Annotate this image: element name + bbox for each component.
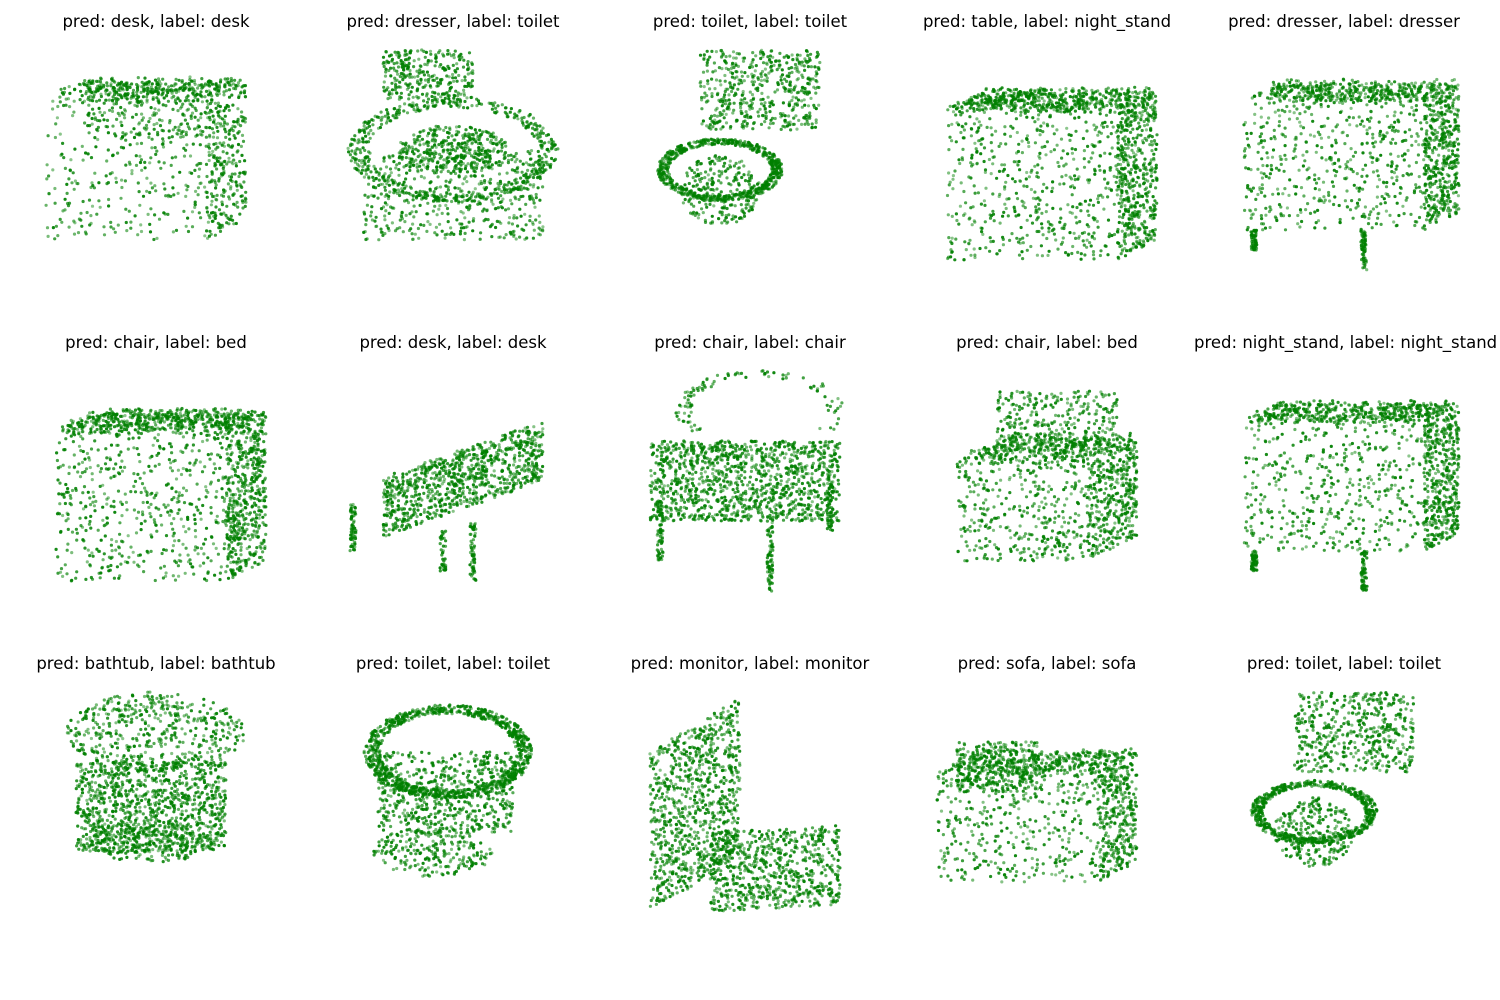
point-cloud-sofa <box>935 740 1139 884</box>
subplot-title: pred: toilet, label: toilet <box>1194 654 1494 673</box>
subplot-title: pred: toilet, label: toilet <box>303 654 603 673</box>
subplot-panel: pred: toilet, label: toilet <box>600 0 900 320</box>
point-cloud-monitor <box>648 699 842 913</box>
subplot-panel: pred: dresser, label: dresser <box>1194 0 1494 320</box>
subplot-title: pred: night_stand, label: night_stand <box>1194 333 1497 352</box>
point-cloud-box_legs <box>1242 398 1461 592</box>
subplot-panel: pred: table, label: night_stand <box>897 0 1197 320</box>
point-cloud-box_legs <box>1242 77 1461 272</box>
subplot-title: pred: sofa, label: sofa <box>897 654 1197 673</box>
subplot-title: pred: chair, label: chair <box>600 333 900 352</box>
subplot-title: pred: desk, label: desk <box>6 12 306 31</box>
point-cloud-box <box>945 85 1159 262</box>
point-cloud-desk <box>44 75 248 242</box>
subplot-title: pred: dresser, label: dresser <box>1194 12 1494 31</box>
subplot-panel: pred: bathtub, label: bathtub <box>6 642 306 962</box>
point-cloud-tub <box>65 690 245 864</box>
point-cloud-bed <box>955 389 1139 563</box>
point-cloud-toilet_front <box>346 48 560 242</box>
subplot-panel: pred: toilet, label: toilet <box>1194 642 1494 962</box>
point-cloud-box <box>54 406 268 583</box>
subplot-title: pred: table, label: night_stand <box>897 12 1197 31</box>
subplot-title: pred: toilet, label: toilet <box>600 12 900 31</box>
subplot-title: pred: dresser, label: toilet <box>303 12 603 31</box>
subplot-title: pred: chair, label: bed <box>6 333 306 352</box>
subplot-panel: pred: toilet, label: toilet <box>303 642 603 962</box>
point-cloud-chair <box>648 369 844 593</box>
subplot-title: pred: monitor, label: monitor <box>600 654 900 673</box>
subplot-title: pred: desk, label: desk <box>303 333 603 352</box>
subplot-panel: pred: dresser, label: toilet <box>303 0 603 320</box>
subplot-panel: pred: desk, label: desk <box>6 0 306 320</box>
subplot-panel: pred: sofa, label: sofa <box>897 642 1197 962</box>
point-cloud-toilet_side <box>656 48 822 225</box>
subplot-panel: pred: desk, label: desk <box>303 321 603 641</box>
subplot-panel: pred: chair, label: bed <box>897 321 1197 641</box>
subplot-panel: pred: chair, label: chair <box>600 321 900 641</box>
point-cloud-bowl <box>362 703 534 878</box>
subplot-panel: pred: night_stand, label: night_stand <box>1194 321 1497 641</box>
subplot-title: pred: bathtub, label: bathtub <box>6 654 306 673</box>
subplot-panel: pred: chair, label: bed <box>6 321 306 641</box>
subplot-panel: pred: monitor, label: monitor <box>600 642 900 962</box>
subplot-title: pred: chair, label: bed <box>897 333 1197 352</box>
point-cloud-slab_legs <box>348 421 545 582</box>
point-cloud-toilet_side <box>1249 690 1415 868</box>
